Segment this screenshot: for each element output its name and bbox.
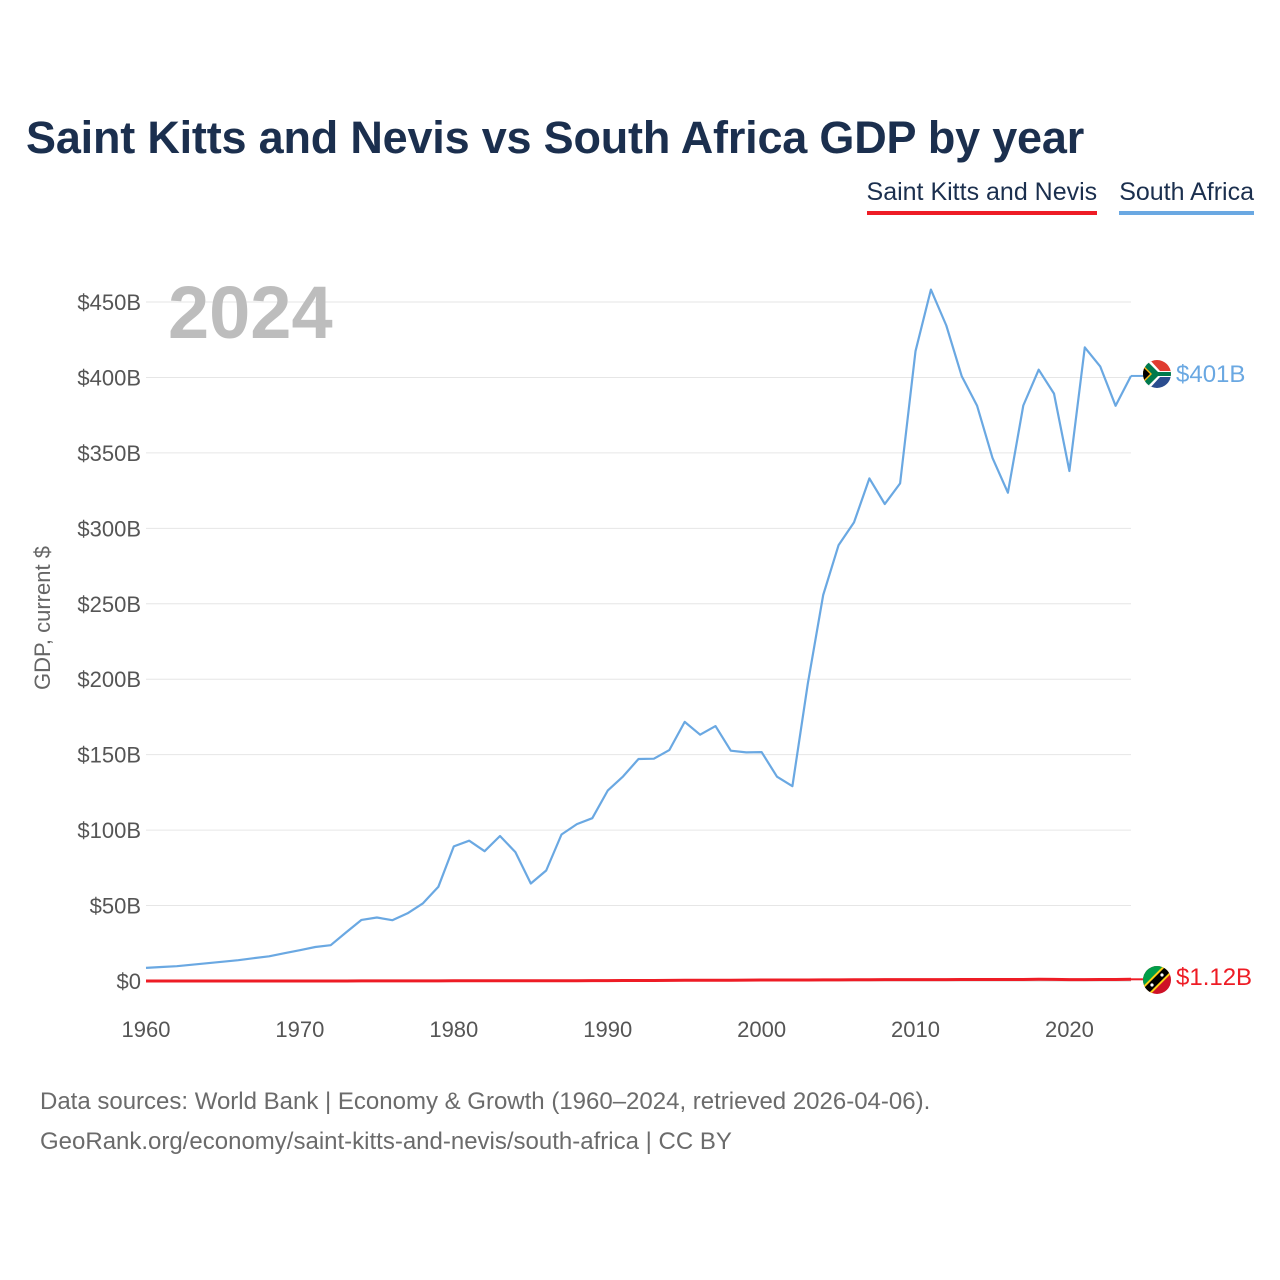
series-line-south-africa bbox=[145, 288, 1132, 969]
y-tick-label: $450B bbox=[77, 290, 141, 315]
y-tick-label: $150B bbox=[77, 743, 141, 768]
x-tick-label: 1970 bbox=[275, 1017, 324, 1042]
saint-kitts-and-nevis-flag-icon bbox=[1143, 966, 1171, 994]
x-tick-label: 1990 bbox=[583, 1017, 632, 1042]
y-tick-label: $350B bbox=[77, 441, 141, 466]
y-gridlines bbox=[146, 301, 1131, 982]
legend-item-south-africa[interactable]: South Africa bbox=[1119, 178, 1254, 215]
y-axis-label: GDP, current $ bbox=[30, 546, 55, 690]
x-axis-ticks: 1960 1970 1980 1990 2000 2010 2020 bbox=[122, 1017, 1094, 1042]
y-tick-label: $400B bbox=[77, 365, 141, 390]
chart-title: Saint Kitts and Nevis vs South Africa GD… bbox=[26, 112, 1085, 163]
y-tick-label: $0 bbox=[117, 969, 141, 994]
series-line-saint-kitts-and-nevis bbox=[146, 977, 1132, 983]
south-africa-end-value: $401B bbox=[1176, 361, 1245, 388]
y-tick-label: $50B bbox=[90, 894, 141, 919]
x-tick-label: 1960 bbox=[122, 1017, 171, 1042]
y-tick-label: $100B bbox=[77, 818, 141, 843]
current-year-label: 2024 bbox=[168, 271, 333, 354]
footer-attribution[interactable]: GeoRank.org/economy/saint-kitts-and-nevi… bbox=[40, 1128, 732, 1155]
x-tick-label: 2020 bbox=[1045, 1017, 1094, 1042]
y-axis-ticks: $0 $50B $100B $150B $200B $250B $300B $350B $400… bbox=[77, 290, 141, 994]
legend: Saint Kitts and Nevis South Africa bbox=[866, 178, 1254, 215]
footer: Data sources: World Bank | Economy & Gro… bbox=[40, 1082, 930, 1162]
footer-sources: Data sources: World Bank | Economy & Gro… bbox=[40, 1088, 931, 1115]
x-tick-label: 1980 bbox=[429, 1017, 478, 1042]
y-tick-label: $200B bbox=[77, 667, 141, 692]
y-tick-label: $250B bbox=[77, 592, 141, 617]
legend-item-saint-kitts-and-nevis[interactable]: Saint Kitts and Nevis bbox=[866, 178, 1098, 215]
series-lines bbox=[145, 288, 1143, 983]
saint-kitts-and-nevis-end-value: $1.12B bbox=[1176, 964, 1252, 991]
south-africa-flag-icon bbox=[1143, 360, 1171, 388]
x-tick-label: 2010 bbox=[891, 1017, 940, 1042]
y-tick-label: $300B bbox=[77, 516, 141, 541]
x-tick-label: 2000 bbox=[737, 1017, 786, 1042]
